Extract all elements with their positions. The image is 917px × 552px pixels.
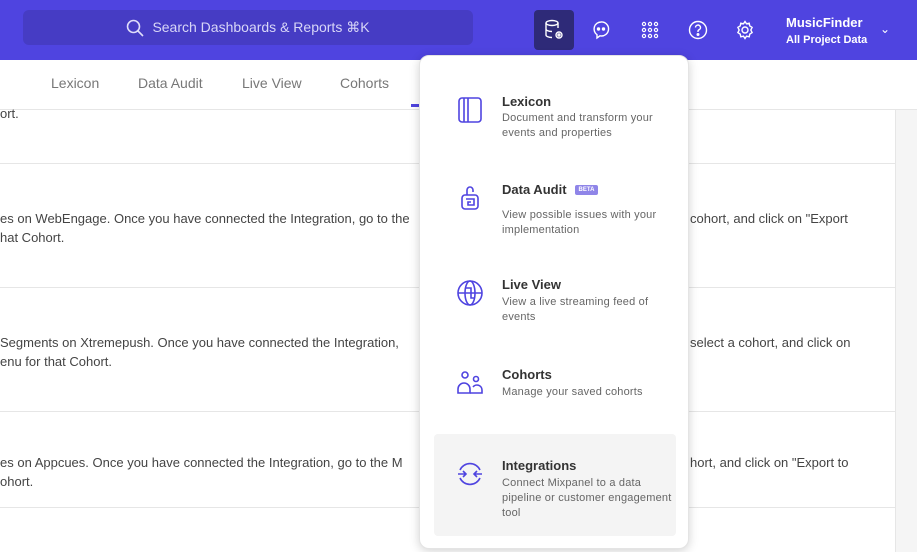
item-title: Live View (502, 277, 562, 292)
globe-icon (457, 280, 483, 306)
settings-button[interactable] (725, 10, 765, 50)
book-icon (458, 97, 482, 123)
search-placeholder: Search Dashboards & Reports ⌘K (152, 19, 370, 35)
integrations-icon (458, 462, 482, 486)
item-description: View possible issues with your implement… (502, 209, 657, 236)
chat-icon (593, 21, 610, 40)
item-description: Connect Mixpanel to a data pipeline or c… (502, 477, 672, 519)
row-text: select a cohort, and click on (690, 335, 851, 350)
data-management-button[interactable] (534, 10, 574, 50)
tab-lexicon[interactable]: Lexicon (51, 75, 100, 91)
item-title: Cohorts (502, 367, 552, 382)
menu-item-live-view[interactable]: Live View View a live streaming feed of … (434, 263, 676, 333)
item-description: Document and transform your events and p… (502, 112, 653, 139)
item-description: View a live streaming feed of events (502, 296, 649, 323)
search-icon (127, 19, 145, 37)
data-management-icon (545, 19, 563, 39)
menu-item-data-audit[interactable]: Data Audit BETA View possible issues with… (434, 168, 676, 238)
settings-icon (736, 20, 754, 40)
row-text: enu for that Cohort. (0, 354, 113, 369)
item-description: Manage your saved cohorts (502, 386, 643, 398)
integrations-list: ort. es on WebEngage. Once you have conn… (0, 106, 895, 552)
tab-live-view[interactable]: Live View (242, 75, 302, 91)
apps-button[interactable] (630, 10, 670, 50)
project-name: MusicFinder (786, 15, 863, 30)
item-title: Data Audit (502, 182, 567, 197)
row-text: cohort, and click on "Export (690, 211, 848, 226)
users-icon (457, 371, 483, 394)
row-text: ort. (0, 106, 19, 121)
row-text: hort, and click on "Export to (690, 455, 849, 470)
menu-item-lexicon[interactable]: Lexicon Document and transform your even… (434, 78, 676, 148)
row-text: es on WebEngage. Once you have connected… (0, 211, 410, 226)
apps-grid-icon (641, 21, 659, 39)
beta-badge: BETA (574, 184, 599, 195)
help-icon (688, 20, 708, 40)
search-bar[interactable]: Search Dashboards & Reports ⌘K (23, 10, 473, 45)
audit-lock-icon (461, 186, 479, 210)
top-header: Search Dashboards & Reports ⌘K MusicFind… (0, 0, 917, 60)
item-title: Lexicon (502, 94, 552, 109)
item-title: Integrations (502, 458, 577, 473)
row-text: Segments on Xtremepush. Once you have co… (0, 335, 399, 350)
row-text: es on Appcues. Once you have connected t… (0, 455, 403, 470)
chat-button[interactable] (581, 10, 621, 50)
menu-item-cohorts[interactable]: Cohorts Manage your saved cohorts (434, 353, 676, 413)
help-button[interactable] (678, 10, 718, 50)
scrollbar[interactable] (895, 110, 917, 552)
menu-item-integrations[interactable]: Integrations Connect Mixpanel to a data … (434, 434, 676, 536)
chevron-down-icon[interactable]: ⌄ (880, 22, 891, 36)
tab-cohorts[interactable]: Cohorts (340, 75, 390, 91)
data-management-menu: Lexicon Document and transform your even… (419, 55, 689, 549)
project-selector[interactable]: MusicFinder All Project Data (786, 15, 867, 46)
project-scope: All Project Data (786, 34, 868, 46)
row-text: hat Cohort. (0, 230, 65, 245)
row-text: ohort. (0, 474, 34, 489)
tab-data-audit[interactable]: Data Audit (138, 75, 203, 91)
